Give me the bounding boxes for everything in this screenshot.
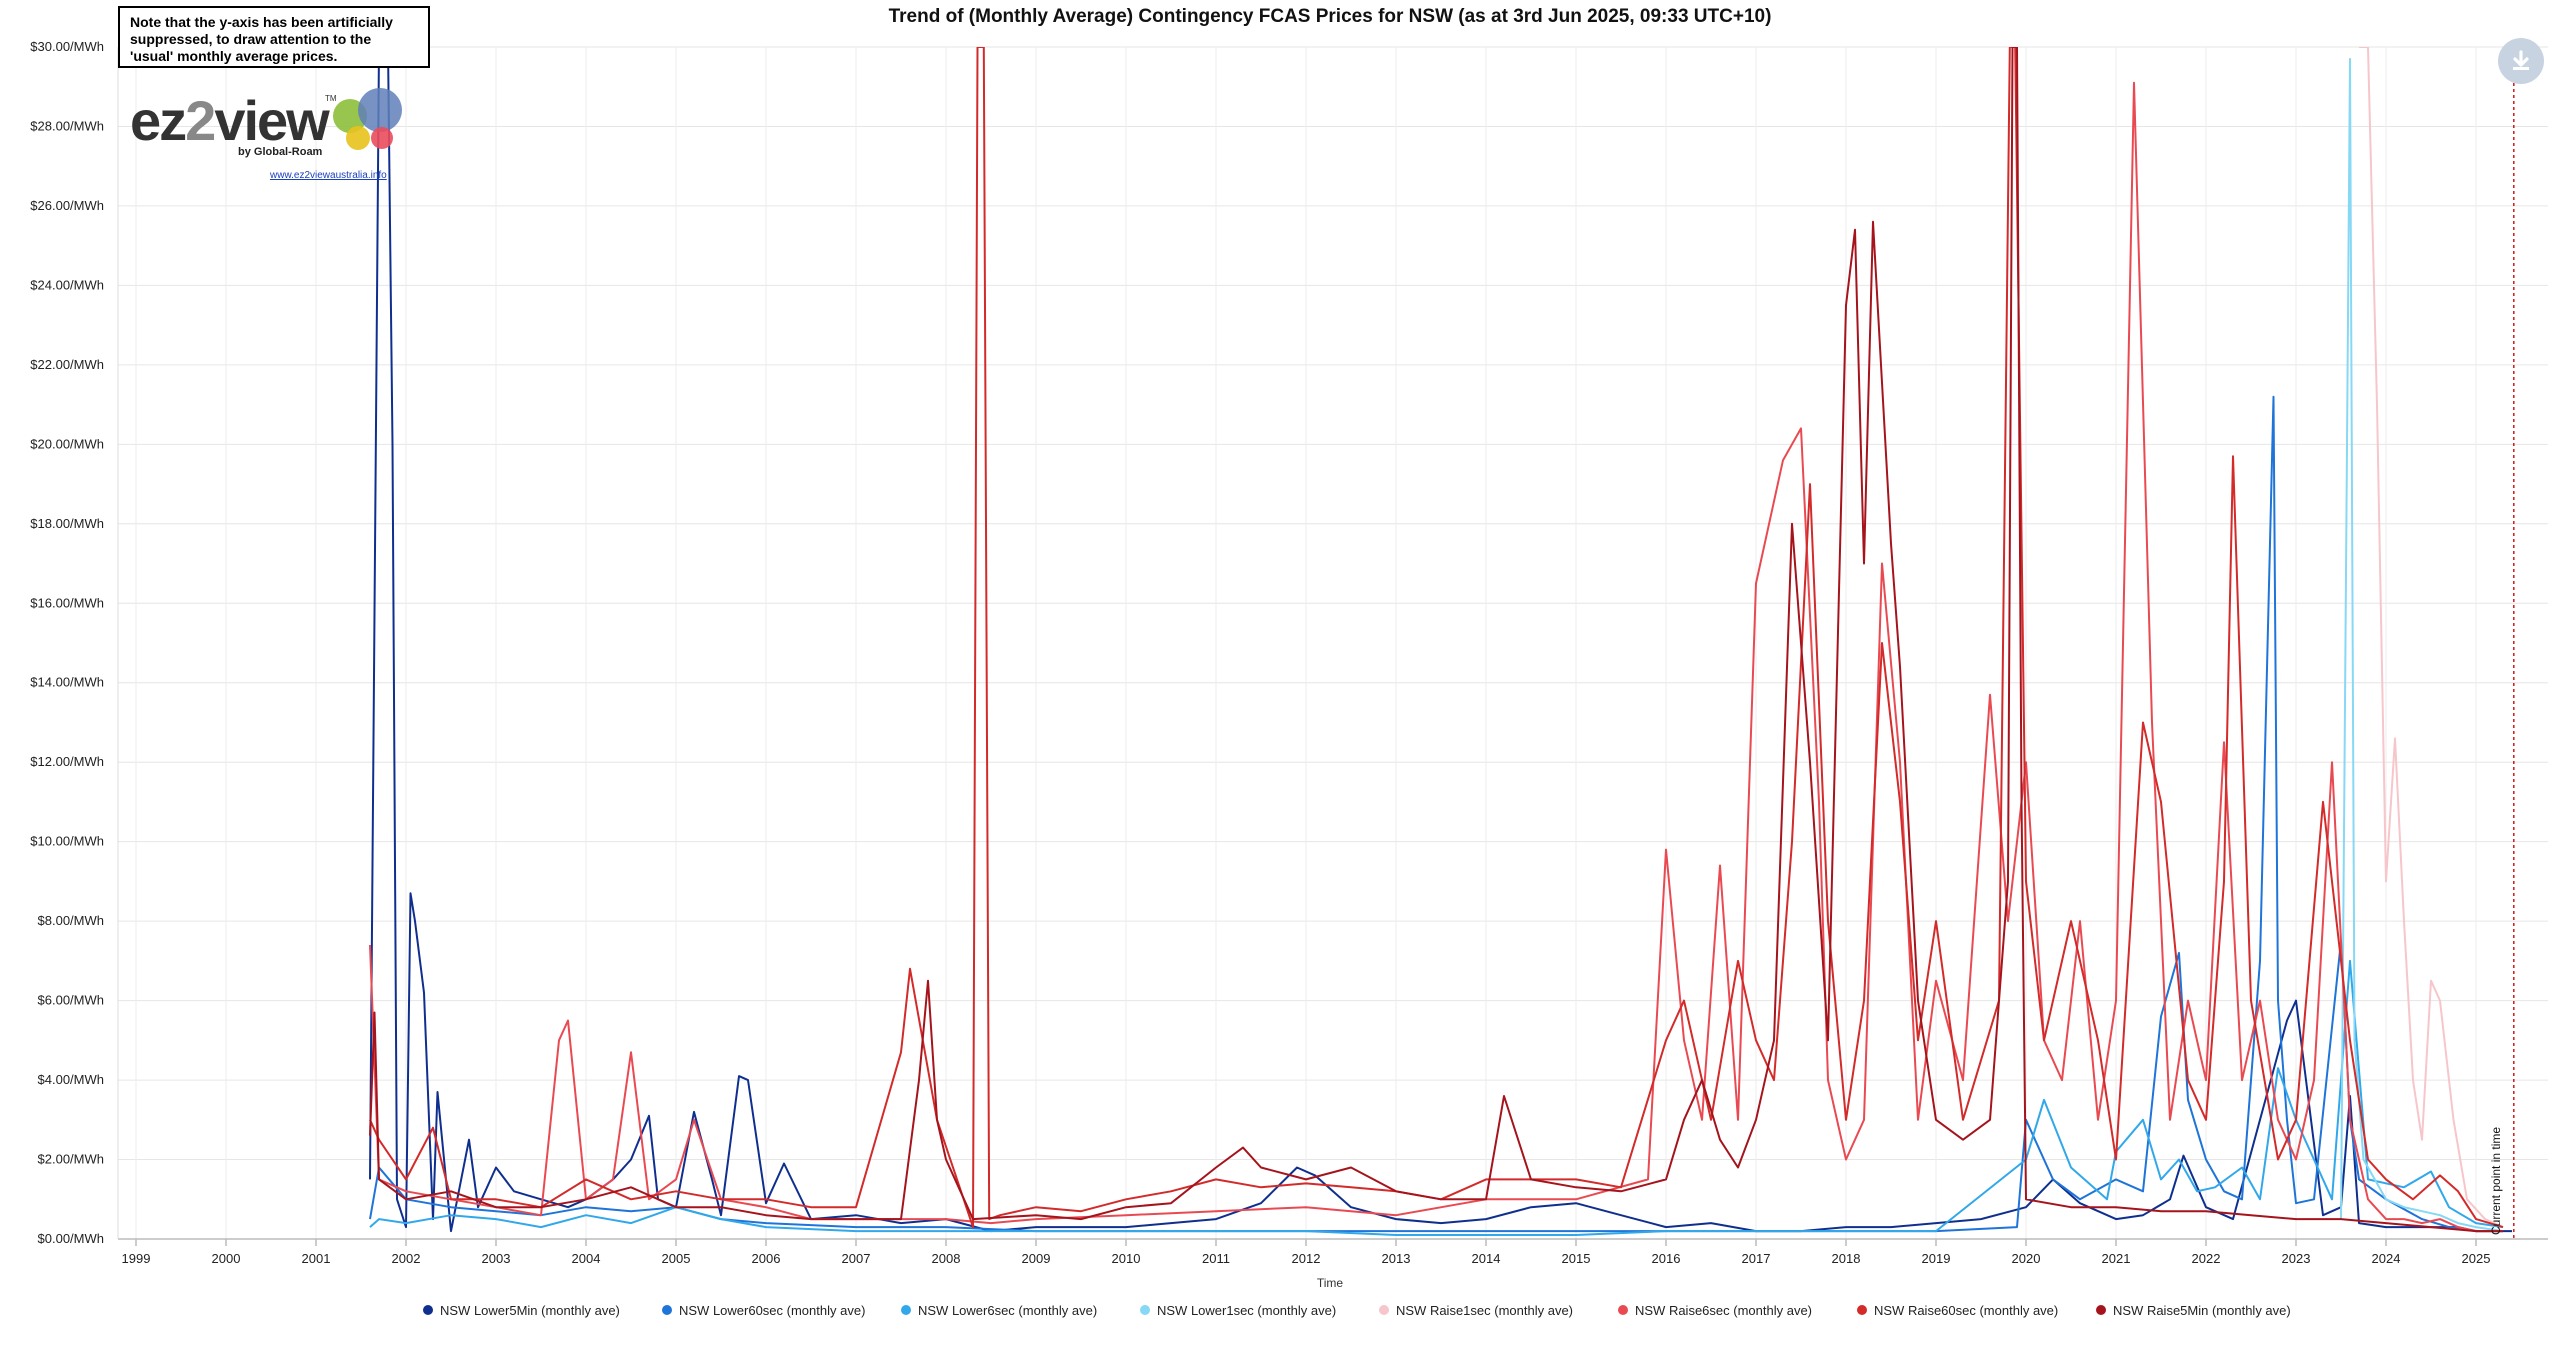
y-tick-label: $24.00/MWh [30, 277, 104, 292]
series-line-lower1sec [2340, 57, 2504, 1233]
logo-bubbles-icon [333, 88, 402, 150]
y-tick-label: $16.00/MWh [30, 595, 104, 610]
x-axis-label: Time [1317, 1276, 1344, 1290]
legend-label-raise60sec: NSW Raise60sec (monthly ave) [1874, 1303, 2058, 1318]
current-time-label: Current point in time [2489, 1127, 2503, 1235]
logo-tm: TM [325, 94, 337, 103]
x-tick-label: 2009 [1022, 1251, 1051, 1266]
logo-byline: by Global-Roam [238, 146, 323, 158]
y-tick-label: $2.00/MWh [38, 1152, 104, 1167]
x-tick-label: 2017 [1742, 1251, 1771, 1266]
x-tick-label: 2001 [302, 1251, 331, 1266]
x-tick-label: 2013 [1382, 1251, 1411, 1266]
logo-website-link[interactable]: www.ez2viewaustralia.info [270, 170, 387, 181]
y-tick-label: $20.00/MWh [30, 436, 104, 451]
x-tick-label: 2008 [932, 1251, 961, 1266]
grid [118, 46, 2548, 1240]
x-tick-label: 2010 [1112, 1251, 1141, 1266]
x-tick-label: 2000 [212, 1251, 241, 1266]
legend-label-lower6sec: NSW Lower6sec (monthly ave) [918, 1303, 1097, 1318]
y-tick-label: $0.00/MWh [38, 1231, 104, 1246]
x-tick-label: 2003 [482, 1251, 511, 1266]
series-line-raise6sec [369, 81, 2503, 1233]
y-tick-label: $28.00/MWh [30, 118, 104, 133]
note-text: Note that the y-axis has been artificial… [130, 14, 393, 64]
legend-swatch-raise60sec [1857, 1305, 1867, 1315]
x-tick-label: 2006 [752, 1251, 781, 1266]
x-tick-label: 2021 [2102, 1251, 2131, 1266]
y-tick-label: $12.00/MWh [30, 754, 104, 769]
x-tick-label: 2015 [1562, 1251, 1591, 1266]
x-tick-label: 2012 [1292, 1251, 1321, 1266]
legend: NSW Lower5Min (monthly ave) NSW Lower60se… [423, 1303, 2291, 1318]
series-line-raise1sec [2359, 47, 2504, 1229]
legend-label-lower60sec: NSW Lower60sec (monthly ave) [679, 1303, 865, 1318]
legend-swatch-raise1sec [1379, 1305, 1389, 1315]
y-tick-label: $26.00/MWh [30, 198, 104, 213]
x-tick-label: 2016 [1652, 1251, 1681, 1266]
x-tick-label: 2005 [662, 1251, 691, 1266]
legend-swatch-lower1sec [1140, 1305, 1150, 1315]
x-tick-label: 2020 [2012, 1251, 2041, 1266]
series-line-lower60sec [369, 395, 2503, 1233]
x-tick-label: 2014 [1472, 1251, 1501, 1266]
series-line-raise60sec [369, 47, 2504, 1229]
logo-wordmark: ez2view [130, 88, 330, 153]
ez2view-logo: ez2view TM by Global-Roam www.ez2viewaus… [130, 88, 410, 188]
logo-part-ez: ez [130, 89, 187, 152]
x-tick-label: 2019 [1922, 1251, 1951, 1266]
y-tick-label: $22.00/MWh [30, 357, 104, 372]
y-tick-label: $14.00/MWh [30, 675, 104, 690]
series-line-raise5min [369, 47, 2503, 1233]
x-tick-label: 2011 [1202, 1251, 1230, 1266]
y-tick-label: $30.00/MWh [30, 39, 104, 54]
x-tick-label: 2002 [392, 1251, 421, 1266]
legend-label-raise5min: NSW Raise5Min (monthly ave) [2113, 1303, 2291, 1318]
series-line-lower6sec [369, 959, 2504, 1236]
legend-swatch-lower5min [423, 1305, 433, 1315]
download-icon [2513, 50, 2529, 70]
legend-swatch-lower60sec [662, 1305, 672, 1315]
logo-part-view: view [214, 89, 329, 152]
x-tick-label: 2018 [1832, 1251, 1861, 1266]
x-tick-label: 2024 [2372, 1251, 2401, 1266]
legend-swatch-raise6sec [1618, 1305, 1628, 1315]
y-tick-label: $6.00/MWh [38, 993, 104, 1008]
chart-title: Trend of (Monthly Average) Contingency F… [889, 6, 1772, 27]
y-tick-label: $4.00/MWh [38, 1072, 104, 1087]
x-tick-label: 1999 [122, 1251, 151, 1266]
legend-label-lower5min: NSW Lower5Min (monthly ave) [440, 1303, 620, 1318]
y-tick-label: $8.00/MWh [38, 913, 104, 928]
download-button[interactable] [2498, 38, 2544, 84]
y-axis-suppression-note: Note that the y-axis has been artificial… [118, 6, 430, 68]
current-time-marker: Current point in time [2489, 47, 2515, 1239]
legend-swatch-lower6sec [901, 1305, 911, 1315]
x-tick-label: 2007 [842, 1251, 871, 1266]
legend-label-raise6sec: NSW Raise6sec (monthly ave) [1635, 1303, 1812, 1318]
x-tick-label: 2004 [572, 1251, 601, 1266]
axes: $0.00/MWh $2.00/MWh $4.00/MWh $6.00/MWh $8.0… [30, 39, 2548, 1266]
x-tick-label: 2023 [2282, 1251, 2311, 1266]
x-tick-label: 2022 [2192, 1251, 2221, 1266]
legend-label-raise1sec: NSW Raise1sec (monthly ave) [1396, 1303, 1573, 1318]
series-lines [369, 47, 2512, 1236]
y-tick-label: $18.00/MWh [30, 516, 104, 531]
y-tick-label: $10.00/MWh [30, 834, 104, 849]
logo-part-2: 2 [185, 89, 216, 152]
legend-label-lower1sec: NSW Lower1sec (monthly ave) [1157, 1303, 1336, 1318]
x-tick-label: 2025 [2462, 1251, 2491, 1266]
legend-swatch-raise5min [2096, 1305, 2106, 1315]
series-line-lower5min [369, 47, 2512, 1233]
